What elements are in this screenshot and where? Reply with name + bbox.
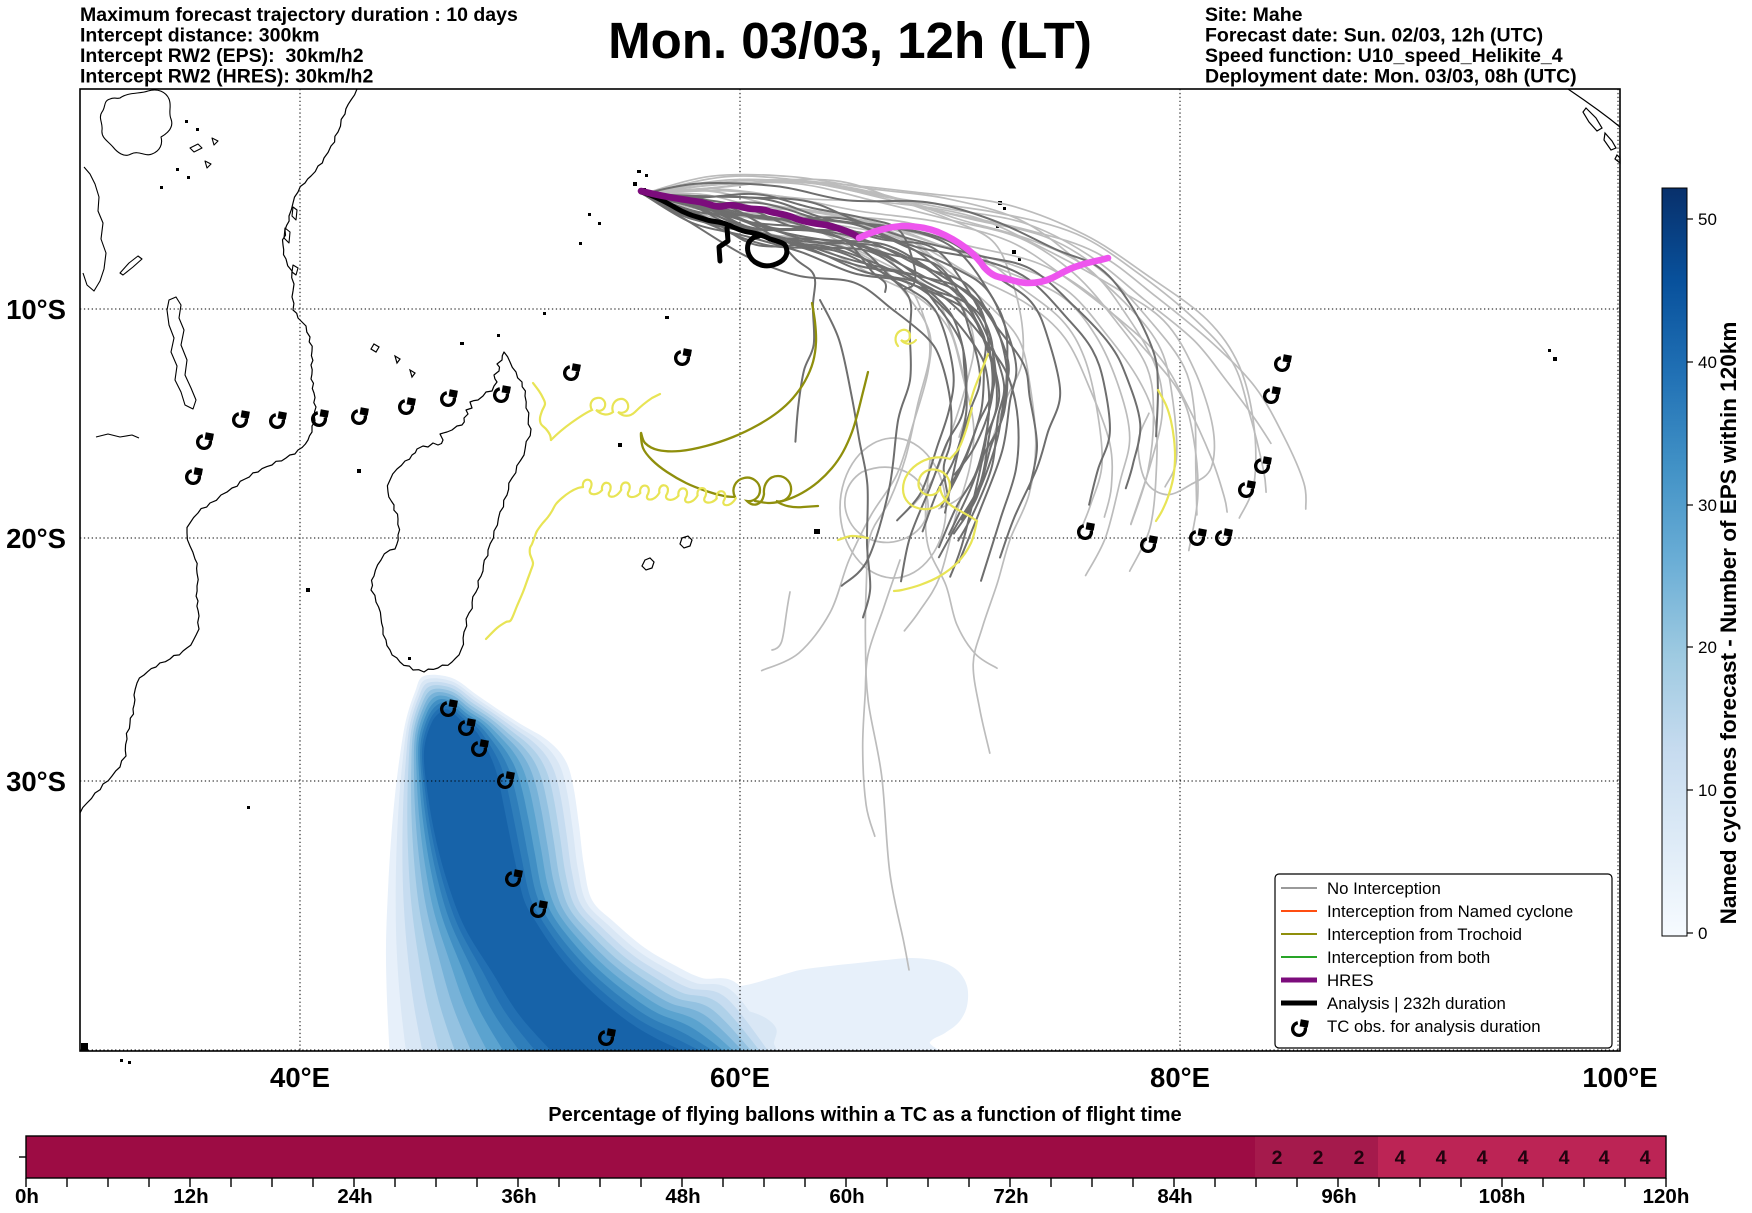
svg-text:4: 4 <box>1436 1147 1447 1169</box>
svg-text:120h: 120h <box>1643 1185 1690 1208</box>
svg-text:Percentage of flying ballons w: Percentage of flying ballons within a TC… <box>548 1104 1181 1126</box>
svg-text:Interception from Named cyclon: Interception from Named cyclone <box>1327 902 1573 921</box>
svg-text:Site: Mahe: Site: Mahe <box>1205 4 1303 26</box>
svg-text:4: 4 <box>1518 1147 1529 1169</box>
svg-text:40: 40 <box>1698 353 1717 372</box>
svg-text:84h: 84h <box>1157 1185 1192 1208</box>
svg-text:Named cyclones forecast - Numb: Named cyclones forecast - Number of EPS … <box>1716 322 1741 925</box>
svg-text:Intercept distance: 300km: Intercept distance: 300km <box>80 25 320 47</box>
svg-text:0h: 0h <box>15 1185 39 1208</box>
svg-text:HRES: HRES <box>1327 971 1374 990</box>
svg-text:30°S: 30°S <box>6 766 66 797</box>
svg-text:24h: 24h <box>337 1185 372 1208</box>
svg-text:TC obs. for analysis duration: TC obs. for analysis duration <box>1327 1017 1541 1036</box>
svg-text:Intercept RW2 (EPS): 30km/h2: Intercept RW2 (EPS): 30km/h2 <box>80 45 364 67</box>
svg-text:100°E: 100°E <box>1582 1062 1657 1093</box>
svg-text:Speed function: U10_speed_Heli: Speed function: U10_speed_Helikite_4 <box>1205 45 1563 67</box>
svg-text:Maximum forecast trajectory du: Maximum forecast trajectory duration : 1… <box>80 4 518 26</box>
svg-text:Analysis | 232h duration: Analysis | 232h duration <box>1327 994 1506 1013</box>
svg-text:60h: 60h <box>829 1185 864 1208</box>
svg-text:50: 50 <box>1698 210 1717 229</box>
svg-text:30: 30 <box>1698 496 1717 515</box>
svg-text:0: 0 <box>1698 924 1707 943</box>
svg-text:Deployment date: Mon. 03/03, 0: Deployment date: Mon. 03/03, 08h (UTC) <box>1205 66 1577 88</box>
svg-text:Mon. 03/03, 12h (LT): Mon. 03/03, 12h (LT) <box>608 12 1092 69</box>
svg-text:4: 4 <box>1395 1147 1406 1169</box>
svg-text:36h: 36h <box>501 1185 536 1208</box>
svg-text:2: 2 <box>1354 1147 1365 1169</box>
svg-text:72h: 72h <box>993 1185 1028 1208</box>
svg-text:2: 2 <box>1313 1147 1324 1169</box>
svg-text:12h: 12h <box>173 1185 208 1208</box>
svg-text:10°S: 10°S <box>6 294 66 325</box>
svg-text:4: 4 <box>1559 1147 1570 1169</box>
svg-text:4: 4 <box>1477 1147 1488 1169</box>
svg-text:40°E: 40°E <box>270 1062 330 1093</box>
svg-text:10: 10 <box>1698 781 1717 800</box>
svg-text:20°S: 20°S <box>6 523 66 554</box>
svg-text:80°E: 80°E <box>1150 1062 1210 1093</box>
svg-text:Forecast date: Sun. 02/03, 12h: Forecast date: Sun. 02/03, 12h (UTC) <box>1205 25 1543 47</box>
svg-text:Interception from both: Interception from both <box>1327 948 1490 967</box>
svg-text:2: 2 <box>1272 1147 1283 1169</box>
svg-text:Interception from Trochoid: Interception from Trochoid <box>1327 925 1522 944</box>
svg-text:60°E: 60°E <box>710 1062 770 1093</box>
svg-text:48h: 48h <box>665 1185 700 1208</box>
svg-text:Intercept RW2 (HRES): 30km/h2: Intercept RW2 (HRES): 30km/h2 <box>80 66 373 88</box>
svg-text:20: 20 <box>1698 638 1717 657</box>
svg-text:No Interception: No Interception <box>1327 879 1441 898</box>
svg-text:4: 4 <box>1640 1147 1651 1169</box>
svg-text:4: 4 <box>1599 1147 1610 1169</box>
svg-text:96h: 96h <box>1321 1185 1356 1208</box>
svg-text:108h: 108h <box>1479 1185 1526 1208</box>
